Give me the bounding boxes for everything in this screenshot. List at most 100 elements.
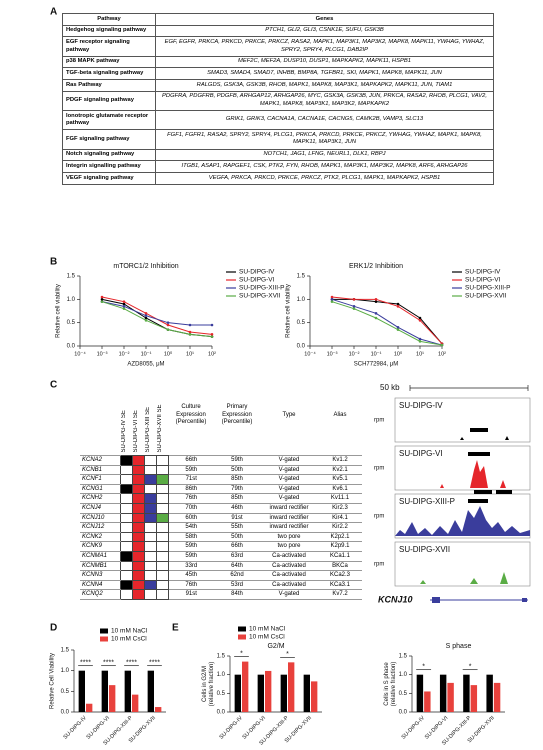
se-cell — [131, 483, 145, 495]
super-enhancer-bar — [496, 490, 512, 494]
se-cell — [119, 522, 133, 533]
se-cell — [155, 541, 169, 552]
data-point — [100, 300, 104, 303]
se-cell — [119, 512, 133, 524]
data-point — [396, 305, 400, 308]
culture-cell: 71st — [168, 474, 214, 485]
y-tick-label: 0.0 — [297, 344, 306, 350]
alias-cell: Kir2.3 — [318, 502, 362, 514]
table-row: KCNJ4 70th 46th inward rectifier Kir2.3 — [80, 502, 362, 514]
data-point — [122, 305, 126, 308]
table-row: Ionotropic glutamate receptor pathway GRI… — [62, 110, 494, 131]
channel-table: SU-DIPG-IV SE SU-DIPG-VI SE SU-DIPG-XIII S… — [80, 376, 362, 600]
bar — [439, 674, 447, 712]
se-cell — [143, 502, 157, 514]
pathway-name: VEGF signaling pathway — [62, 172, 156, 185]
se-cell — [155, 579, 169, 591]
bar — [486, 674, 493, 712]
data-point — [188, 323, 192, 327]
se-cell — [143, 541, 157, 552]
se-cell — [119, 541, 133, 552]
data-point — [440, 343, 444, 347]
se-cell — [143, 483, 157, 495]
data-point — [210, 333, 214, 336]
se-cell — [143, 550, 157, 562]
significance-label: **** — [149, 660, 160, 667]
gene-list: ITGB1, ASAP1, RAPGEF1, CSK, PTK2, FYN, R… — [155, 160, 494, 174]
data-point — [352, 298, 356, 301]
significance-label: * — [240, 650, 243, 657]
type-cell: V-gated — [260, 464, 318, 476]
data-point — [330, 298, 334, 301]
se-cell — [131, 474, 145, 485]
table-row: Notch signaling pathway NOTCH1, JAG1, LFN… — [62, 148, 494, 162]
bar — [86, 703, 93, 712]
table-row: KCNG1 86th 79th V-gated Kv6.1 — [80, 483, 362, 495]
data-point — [374, 300, 378, 303]
se-cell — [143, 512, 157, 524]
legend-swatch — [100, 628, 108, 634]
data-point — [374, 312, 378, 315]
alias-cell: BKCa — [318, 560, 362, 572]
culture-cell: 33rd — [168, 560, 214, 572]
gene-name: KCNN4 — [80, 579, 120, 591]
gene-name: KCNH2 — [80, 493, 120, 504]
legend-label: 10 mM CsCl — [249, 634, 285, 641]
column-header: Genes — [155, 13, 494, 26]
column-header: SU-DIPG-VI SE — [133, 410, 139, 453]
track-label: SU-DIPG-VI — [399, 449, 443, 458]
gene-list: EGF, EGFR, PRKCA, PRKCD, PRKCE, PRKCZ, R… — [155, 36, 494, 57]
primary-cell: 84th — [214, 589, 260, 600]
track-box — [394, 445, 531, 491]
table-row: KCNJ10 60th 91st inward rectifier Kir4.1 — [80, 512, 362, 524]
se-cell — [131, 455, 145, 466]
data-point — [122, 300, 126, 303]
legend-label: SU-DIPG-VI — [239, 277, 275, 284]
culture-cell: 45th — [168, 570, 214, 581]
legend-label: SU-DIPG-IV — [465, 269, 501, 276]
data-point — [418, 340, 422, 343]
x-tick-label: 10⁻³ — [327, 351, 338, 357]
se-cell — [131, 579, 145, 591]
scale-label: 50 kb — [380, 383, 400, 392]
table-row: KCNJ12 54th 55th inward rectifier Kir2.2 — [80, 522, 362, 533]
legend-label: 10 mM CsCl — [111, 636, 147, 643]
culture-cell: 59th — [168, 464, 214, 476]
se-cell — [119, 550, 133, 562]
bar — [78, 670, 85, 712]
primary-cell: 85th — [214, 493, 260, 504]
type-cell: inward rectifier — [260, 512, 318, 524]
culture-cell: 76th — [168, 579, 214, 591]
chart-title: S phase — [446, 643, 472, 650]
gene-name: KCNK9 — [80, 541, 120, 552]
data-point — [352, 307, 356, 310]
legend-label: SU-DIPG-XIII-P — [465, 285, 511, 292]
legend-swatch — [100, 636, 108, 642]
y-axis-label: Cells in G2/M — [202, 666, 208, 702]
y-axis-label: (relative fraction) — [209, 662, 215, 707]
bar — [265, 670, 272, 712]
pathway-name: Integrin signalling pathway — [62, 160, 156, 174]
gene-name: KCNMB1 — [80, 560, 120, 572]
pathway-name: EGF receptor signaling pathway — [62, 36, 156, 57]
legend-label: SU-DIPG-XIII-P — [239, 285, 285, 292]
gene-name: KCNG1 — [80, 483, 120, 495]
data-point — [144, 312, 148, 315]
table-row: KCNN3 45th 62nd Ca-activated KCa2.3 — [80, 570, 362, 581]
column-header: SU-DIPG-XVII SE — [157, 404, 163, 453]
table-row: FGF signaling pathway FGF1, FGFR1, RASA2,… — [62, 129, 494, 150]
data-point — [100, 295, 104, 299]
series-line — [331, 301, 443, 346]
se-cell — [131, 550, 145, 562]
se-cell — [131, 560, 145, 572]
primary-cell: 46th — [214, 502, 260, 514]
table-row: Integrin signalling pathway ITGB1, ASAP1,… — [62, 160, 494, 174]
x-tick-label: 10⁻² — [349, 351, 360, 357]
pathway-table: Pathway Genes Hedgehog signaling pathway PT… — [62, 13, 494, 185]
type-cell: V-gated — [260, 483, 318, 495]
gene-list: SMAD3, SMAD4, SMAD7, INHBB, BMP8A, TGFBR… — [155, 67, 494, 81]
data-point — [210, 335, 214, 338]
table-row: KCNK2 58th 50th two pore K2p2.1 — [80, 531, 362, 543]
type-cell: Ca-activated — [260, 560, 318, 572]
corner-cell — [80, 376, 120, 456]
